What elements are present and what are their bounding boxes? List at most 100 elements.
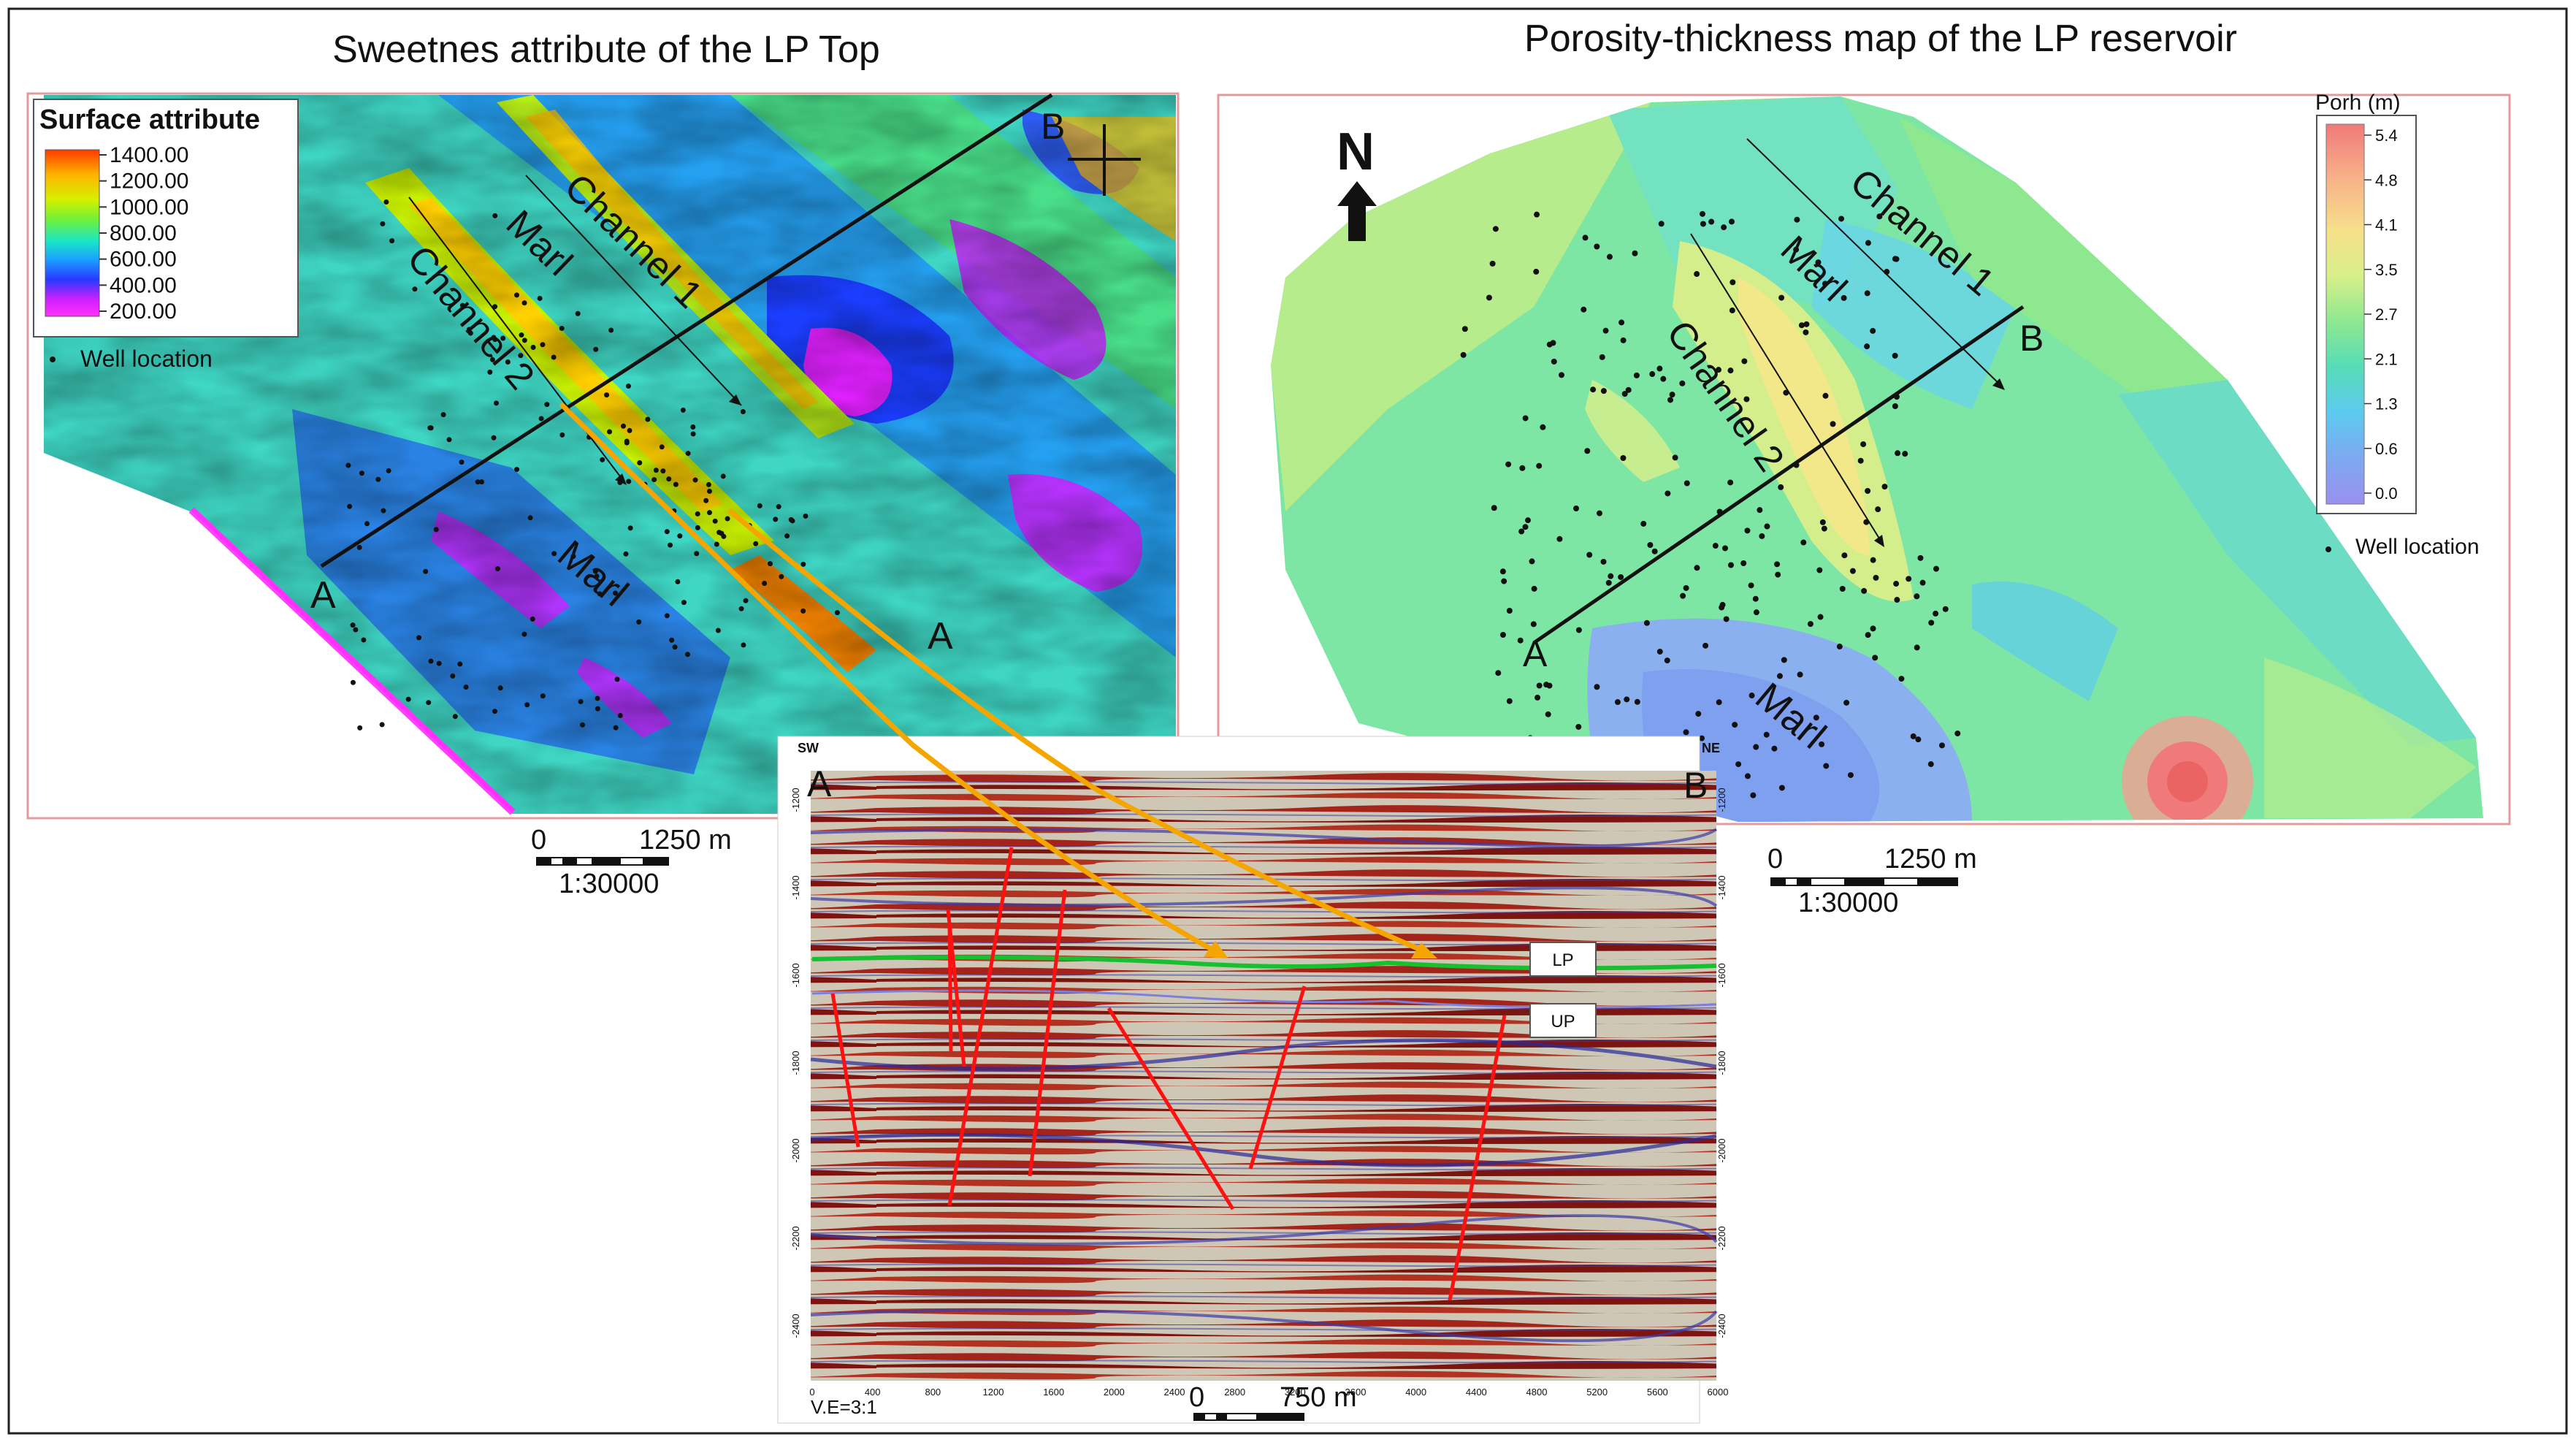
well-dot (463, 684, 469, 690)
well-dot (518, 353, 524, 359)
well-dot (427, 425, 433, 431)
well-dot (1892, 352, 1898, 359)
well-dot (593, 346, 599, 352)
well-dot (381, 508, 386, 514)
well-dot (436, 660, 442, 666)
well-dot (803, 513, 809, 519)
section-y-tick-right: -1800 (1716, 1051, 1727, 1075)
well-dot (530, 616, 535, 622)
well-dot (1543, 682, 1550, 688)
well-dot (1608, 573, 1614, 579)
right-well-locations (1460, 210, 1961, 798)
well-dot (834, 610, 840, 616)
well-dot (1656, 648, 1663, 655)
well-dot (660, 468, 666, 474)
seismic-reflectors (810, 828, 1718, 1343)
section-scale-distance: 750 m (1280, 1382, 1357, 1413)
well-dot (1817, 614, 1824, 620)
well-dot (1728, 218, 1735, 225)
well-dot (1651, 548, 1658, 554)
well-dot (540, 693, 546, 699)
well-dot (1744, 527, 1751, 534)
well-dot (800, 608, 806, 614)
section-ne: NE (1702, 741, 1720, 755)
well-dot (1620, 455, 1627, 462)
well-dot (1643, 619, 1650, 626)
section-sw: SW (798, 741, 819, 755)
well-dot (466, 327, 472, 332)
well-dot (608, 327, 614, 333)
section-x-ticks: 0 400 800 1200 1600 2000 2400 2800 3200 3600 4000 4… (809, 1387, 1728, 1398)
well-dot (1781, 657, 1787, 663)
well-dot (673, 481, 679, 487)
section-y-tick-right: -1400 (1716, 875, 1727, 899)
section-y-ticks-right: -1200 -1400 -1600 -1800 -2000 -2200 -2400 (1716, 788, 1727, 1338)
well-dot (457, 661, 463, 667)
well-dot (375, 476, 381, 482)
well-dot (712, 518, 718, 524)
well-dot (1460, 351, 1467, 358)
well-dot (715, 628, 721, 633)
well-dot (706, 481, 711, 487)
well-dot (1873, 574, 1879, 581)
well-dot (1531, 585, 1537, 592)
well-dot (627, 525, 633, 531)
well-dot (1803, 321, 1810, 327)
well-dot (741, 642, 746, 648)
well-dot (1914, 644, 1920, 651)
lp-label: LP (1552, 950, 1573, 970)
well-dot (690, 424, 696, 430)
well-marker-icon (50, 357, 56, 362)
well-dot (1721, 224, 1727, 231)
well-dot (1750, 792, 1757, 798)
well-dot (551, 354, 557, 360)
well-dot (1774, 561, 1781, 568)
well-dot (1495, 670, 1502, 676)
well-dot (1942, 606, 1949, 612)
well-dot (1915, 736, 1922, 743)
well-dot (784, 533, 790, 539)
section-y-tick-left: -2400 (790, 1314, 801, 1338)
right-scale-ratio: 1:30000 (1798, 888, 1898, 918)
well-dot (1927, 761, 1934, 768)
right-panel-title: Porosity-thickness map of the LP reservo… (1524, 18, 2237, 60)
sweetness-tick-label: 1000.00 (110, 195, 188, 219)
well-dot (743, 598, 749, 603)
well-dot (594, 573, 600, 579)
well-dot (492, 709, 498, 714)
porh-legend: Porh (m) 5.4 4.8 4.1 3.5 2.7 2.1 1.3 0.6 0.0 Wel… (2315, 91, 2480, 559)
well-dot (595, 706, 600, 712)
well-dot (677, 533, 683, 539)
well-dot (664, 529, 670, 535)
well-dot (627, 427, 632, 433)
well-dot (620, 423, 626, 429)
well-dot (1575, 723, 1582, 730)
well-dot (694, 551, 700, 557)
well-dot (626, 479, 632, 484)
well-dot (1590, 386, 1597, 393)
well-dot (380, 221, 386, 226)
well-dot (1640, 520, 1647, 527)
well-dot (684, 652, 690, 657)
well-dot (513, 292, 519, 298)
well-dot (1524, 517, 1531, 524)
well-dot (1700, 221, 1706, 227)
well-dot (1822, 281, 1828, 287)
channel1-arrowhead-left (729, 394, 741, 405)
porh-tick-label: 3.5 (2375, 261, 2398, 279)
well-dot (695, 525, 700, 530)
well-dot (446, 437, 452, 443)
well-dot (1752, 595, 1759, 602)
well-dot (1870, 557, 1876, 563)
well-dot (350, 679, 356, 685)
well-dot (706, 488, 712, 494)
well-dot (440, 412, 446, 418)
well-dot (1669, 392, 1675, 398)
well-dot (762, 580, 768, 586)
well-dot (1723, 616, 1730, 622)
well-dot (721, 533, 727, 539)
well-dot (494, 400, 500, 406)
well-dot (773, 516, 779, 522)
well-dot (1910, 733, 1916, 739)
sweetness-legend-title: Surface attribute (39, 104, 260, 135)
